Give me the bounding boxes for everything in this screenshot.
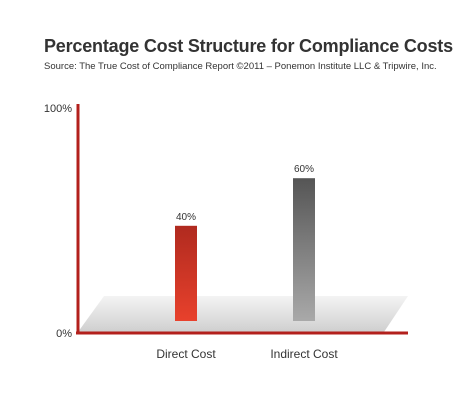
chart-floor — [78, 296, 408, 332]
category-label-indirect-cost: Indirect Cost — [270, 347, 338, 361]
chart-title: Percentage Cost Structure for Compliance… — [44, 36, 453, 56]
category-label-direct-cost: Direct Cost — [156, 347, 216, 361]
y-tick-label-min: 0% — [56, 328, 72, 340]
chart-subtitle: Source: The True Cost of Compliance Repo… — [44, 61, 437, 72]
data-label-indirect-cost: 60% — [294, 164, 314, 175]
bar-direct-cost — [175, 225, 197, 321]
bar-indirect-cost — [293, 178, 315, 321]
data-label-direct-cost: 40% — [176, 212, 196, 223]
y-tick-label-max: 100% — [44, 103, 72, 115]
